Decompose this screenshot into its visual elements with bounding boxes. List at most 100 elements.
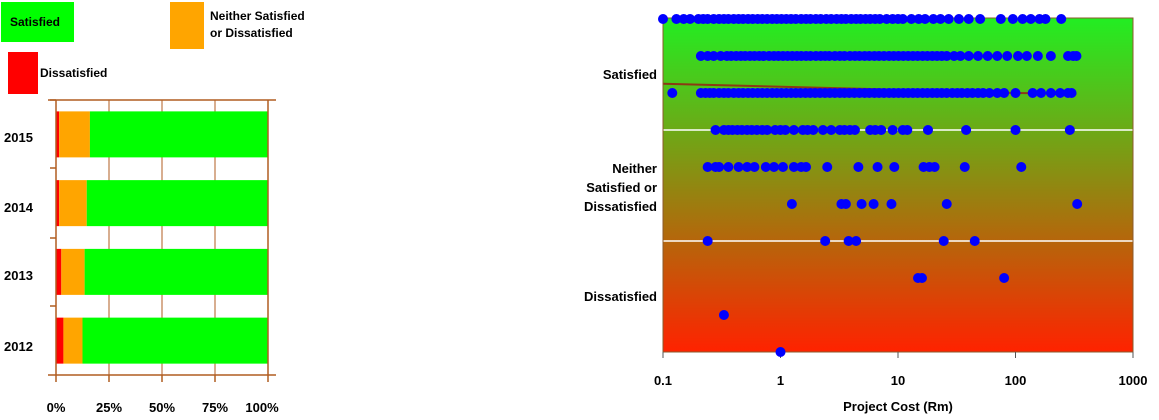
scatter-point [762, 125, 773, 135]
scatter-y-label-neither-line3: Dissatisfied [584, 199, 657, 214]
scatter-y-label-neither-line2: Satisfied or [586, 180, 657, 195]
scatter-point [1055, 88, 1066, 98]
legend-label-satisfied: Satisfied [10, 15, 60, 29]
scatter-point [982, 51, 993, 61]
bar-category-label-2012: 2012 [4, 339, 33, 354]
scatter-point [1007, 14, 1018, 24]
scatter-point [1021, 51, 1032, 61]
scatter-point [777, 162, 788, 172]
scatter-point [788, 125, 799, 135]
bar-axes [48, 99, 276, 382]
scatter-x-tick-labels: 0.1 1 10 100 1000 [654, 373, 1148, 388]
scatter-point [820, 236, 831, 246]
scatter-point [843, 236, 854, 246]
scatter-point [876, 125, 887, 135]
scatter-point [916, 273, 927, 283]
scatter-point [1071, 51, 1082, 61]
scatter-point [929, 162, 940, 172]
bar-x-tick-label-25: 25% [96, 400, 122, 415]
scatter-y-label-neither-line1: Neither [612, 161, 657, 176]
scatter-point [941, 51, 952, 61]
bar-segment-2014-satisfied [86, 180, 269, 227]
scatter-point [710, 125, 721, 135]
bar-x-tick-label-50: 50% [149, 400, 175, 415]
scatter-point [702, 162, 713, 172]
scatter-point [1064, 125, 1075, 135]
scatter-point [1036, 88, 1047, 98]
scatter-point [1010, 125, 1021, 135]
scatter-point [788, 162, 799, 172]
scatter-point [1017, 14, 1028, 24]
scatter-plot-background [663, 18, 1133, 352]
bar-category-label-2014: 2014 [4, 200, 34, 215]
scatter-point [872, 162, 883, 172]
scatter-point [935, 14, 946, 24]
scatter-point [702, 236, 713, 246]
bar-chart: Satisfied Neither Satisfied or Dissatisf… [1, 2, 305, 415]
scatter-point [749, 162, 760, 172]
scatter-y-label-satisfied: Satisfied [603, 67, 657, 82]
scatter-point [992, 51, 1003, 61]
scatter-point [963, 51, 974, 61]
scatter-point [1016, 162, 1027, 172]
scatter-point [955, 51, 966, 61]
scatter-point [886, 199, 897, 209]
scatter-point [780, 125, 791, 135]
scatter-point [1032, 51, 1043, 61]
legend-swatch-dissatisfied [8, 52, 38, 94]
bar-segment-2015-dissatisfied [56, 111, 60, 158]
scatter-x-tick-label-2: 10 [891, 373, 905, 388]
scatter-point [1072, 199, 1083, 209]
scatter-point [1066, 88, 1077, 98]
scatter-point [920, 14, 931, 24]
scatter-point [818, 125, 828, 135]
scatter-x-ticks [662, 352, 1134, 358]
legend-swatch-satisfied [1, 2, 74, 42]
scatter-point [889, 162, 900, 172]
scatter-point [922, 125, 933, 135]
scatter-point [984, 88, 995, 98]
scatter-point [658, 14, 668, 24]
scatter-point [1002, 51, 1013, 61]
scatter-x-axis-title: Project Cost (Rm) [843, 399, 953, 414]
scatter-point [1025, 14, 1036, 24]
bar-segments [56, 111, 269, 364]
bar-x-tick-label-75: 75% [202, 400, 228, 415]
scatter-point [708, 51, 719, 61]
scatter-point [808, 125, 819, 135]
bar-segment-2013-dissatisfied [56, 248, 62, 295]
bar-segment-2012-neither-satisfied-or-dissatisfied [63, 317, 83, 364]
scatter-point [961, 125, 972, 135]
scatter-point [786, 199, 797, 209]
bar-category-label-2015: 2015 [4, 130, 33, 145]
legend-label-neither-line1: Neither Satisfied [210, 9, 305, 23]
scatter-point [714, 162, 725, 172]
bar-category-labels: 2015 2014 2013 2012 [4, 130, 34, 354]
scatter-point [671, 14, 682, 24]
legend-label-dissatisfied: Dissatisfied [40, 66, 107, 80]
scatter-point [975, 14, 986, 24]
scatter-point [1010, 88, 1021, 98]
bar-segment-2012-satisfied [82, 317, 268, 364]
scatter-chart: Satisfied Neither Satisfied or Dissatisf… [584, 14, 1147, 414]
scatter-point [822, 162, 833, 172]
scatter-point [742, 162, 753, 172]
scatter-x-tick-label-3: 100 [1005, 373, 1027, 388]
scatter-point [973, 51, 984, 61]
scatter-x-tick-label-4: 1000 [1119, 373, 1148, 388]
scatter-point [902, 125, 913, 135]
scatter-point [941, 199, 952, 209]
bar-x-tick-label-100: 100% [245, 400, 279, 415]
scatter-point [775, 347, 786, 357]
scatter-x-tick-label-1: 1 [777, 373, 784, 388]
scatter-points [658, 14, 1083, 357]
scatter-point [849, 125, 860, 135]
scatter-point [999, 273, 1010, 283]
scatter-point [826, 125, 837, 135]
scatter-point [887, 125, 898, 135]
bar-segment-2013-satisfied [84, 248, 269, 295]
scatter-y-label-dissatisfied: Dissatisfied [584, 289, 657, 304]
scatter-point [760, 162, 771, 172]
bar-category-label-2013: 2013 [4, 268, 33, 283]
scatter-point [868, 199, 879, 209]
